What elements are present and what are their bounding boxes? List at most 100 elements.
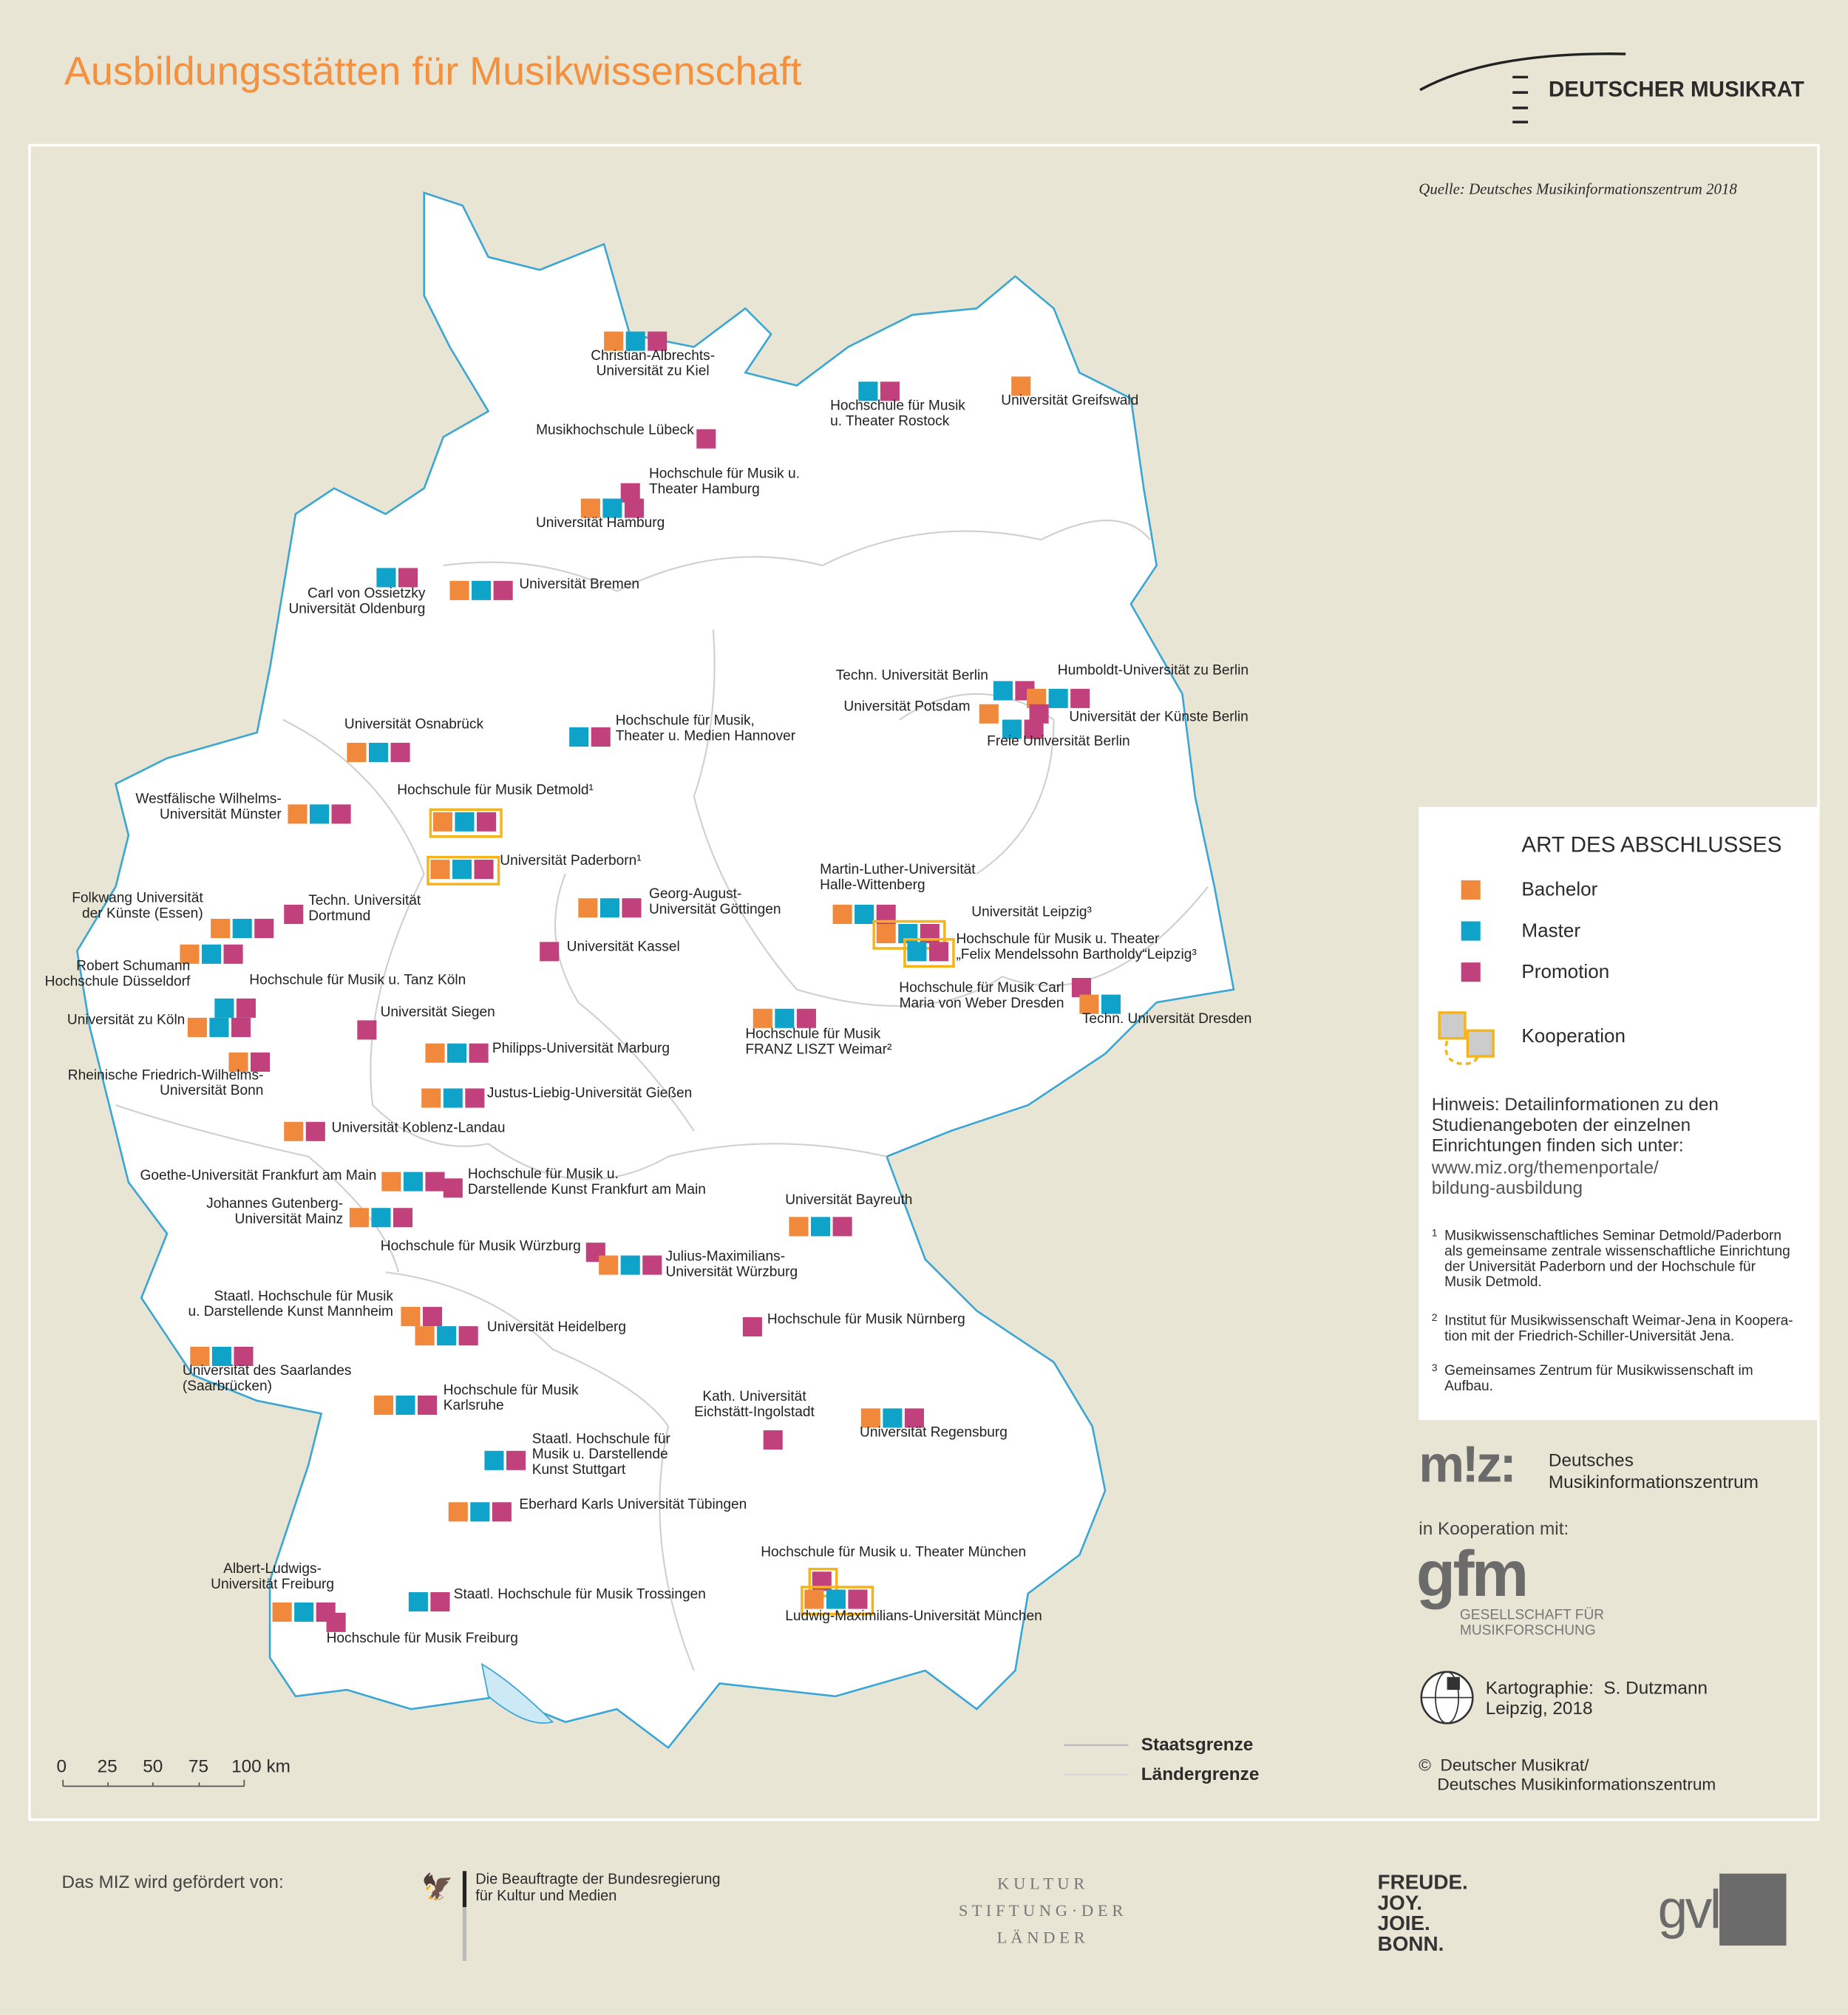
promotion-marker[interactable] [393,1208,413,1228]
promotion-marker[interactable] [591,727,611,747]
promotion-marker[interactable] [476,812,497,832]
bachelor-marker[interactable] [288,804,308,824]
bachelor-marker[interactable] [432,812,452,832]
promotion-marker[interactable] [458,1326,478,1346]
promotion-marker[interactable] [236,998,256,1018]
master-marker[interactable] [371,1208,391,1228]
master-marker[interactable] [395,1396,415,1416]
master-marker[interactable] [775,1008,795,1028]
master-marker[interactable] [1101,994,1121,1014]
master-marker[interactable] [403,1172,423,1192]
promotion-marker[interactable] [326,1612,346,1632]
promotion-marker[interactable] [254,919,274,939]
promotion-marker[interactable] [832,1217,852,1237]
promotion-marker[interactable] [425,1172,445,1192]
bachelor-marker[interactable] [599,1255,619,1275]
bachelor-marker[interactable] [979,704,999,724]
bachelor-marker[interactable] [349,1208,369,1228]
bachelor-marker[interactable] [1079,994,1099,1014]
bachelor-marker[interactable] [876,923,896,944]
promotion-marker[interactable] [742,1316,762,1337]
promotion-marker[interactable] [1071,977,1091,998]
bachelor-marker[interactable] [832,904,852,924]
promotion-marker[interactable] [1024,719,1044,739]
bachelor-marker[interactable] [578,898,598,918]
master-marker[interactable] [826,1589,846,1609]
master-marker[interactable] [810,1217,831,1237]
bachelor-marker[interactable] [753,1008,772,1028]
bachelor-marker[interactable] [448,1502,468,1522]
promotion-marker[interactable] [622,898,642,918]
bachelor-marker[interactable] [190,1346,210,1367]
master-marker[interactable] [855,904,874,924]
master-marker[interactable] [437,1326,457,1346]
master-marker[interactable] [455,812,475,832]
promotion-marker[interactable] [506,1450,526,1470]
promotion-marker[interactable] [763,1430,783,1450]
bachelor-marker[interactable] [580,498,600,518]
promotion-marker[interactable] [848,1589,868,1609]
promotion-marker[interactable] [465,1088,485,1108]
promotion-marker[interactable] [904,1408,924,1428]
bachelor-marker[interactable] [180,944,200,964]
master-marker[interactable] [484,1450,504,1470]
promotion-marker[interactable] [1070,688,1090,708]
promotion-marker[interactable] [357,1020,377,1040]
promotion-marker[interactable] [928,942,949,962]
master-marker[interactable] [569,727,589,747]
master-marker[interactable] [1002,719,1022,739]
master-marker[interactable] [883,1408,903,1428]
promotion-marker[interactable] [642,1255,662,1275]
master-marker[interactable] [452,860,472,880]
master-marker[interactable] [472,580,492,600]
promotion-marker[interactable] [430,1592,450,1612]
promotion-marker[interactable] [422,1307,443,1327]
promotion-marker[interactable] [331,804,351,824]
master-marker[interactable] [201,944,222,964]
bachelor-marker[interactable] [430,860,450,880]
master-marker[interactable] [446,1043,467,1063]
bachelor-marker[interactable] [401,1307,421,1327]
bachelor-marker[interactable] [860,1408,880,1428]
bachelor-marker[interactable] [211,919,231,939]
bachelor-marker[interactable] [272,1602,292,1622]
master-marker[interactable] [599,898,619,918]
master-marker[interactable] [993,681,1013,701]
promotion-marker[interactable] [234,1346,254,1367]
master-marker[interactable] [443,1088,463,1108]
promotion-marker[interactable] [493,580,513,600]
promotion-marker[interactable] [284,904,304,924]
promotion-marker[interactable] [390,742,410,762]
promotion-marker[interactable] [223,944,243,964]
promotion-marker[interactable] [540,942,560,962]
master-marker[interactable] [625,331,645,351]
promotion-marker[interactable] [492,1502,512,1522]
hint-url[interactable]: www.miz.org/themenportale/ bildung-ausbi… [1431,1156,1659,1198]
promotion-marker[interactable] [796,1008,816,1028]
master-marker[interactable] [211,1346,231,1367]
bachelor-marker[interactable] [415,1326,435,1346]
master-marker[interactable] [858,381,878,401]
promotion-marker[interactable] [880,381,900,401]
promotion-marker[interactable] [469,1043,489,1063]
bachelor-marker[interactable] [381,1172,401,1192]
master-marker[interactable] [294,1602,314,1622]
master-marker[interactable] [368,742,389,762]
bachelor-marker[interactable] [228,1052,248,1072]
promotion-marker[interactable] [443,1178,463,1198]
bachelor-marker[interactable] [804,1589,824,1609]
promotion-marker[interactable] [696,429,716,449]
promotion-marker[interactable] [624,498,644,518]
bachelor-marker[interactable] [449,580,469,600]
bachelor-marker[interactable] [604,331,624,351]
master-marker[interactable] [309,804,330,824]
master-marker[interactable] [1048,688,1068,708]
promotion-marker[interactable] [231,1017,251,1037]
master-marker[interactable] [470,1502,490,1522]
master-marker[interactable] [232,919,252,939]
bachelor-marker[interactable] [187,1017,207,1037]
master-marker[interactable] [214,998,234,1018]
bachelor-marker[interactable] [284,1121,304,1141]
bachelor-marker[interactable] [373,1396,393,1416]
promotion-marker[interactable] [398,568,418,588]
